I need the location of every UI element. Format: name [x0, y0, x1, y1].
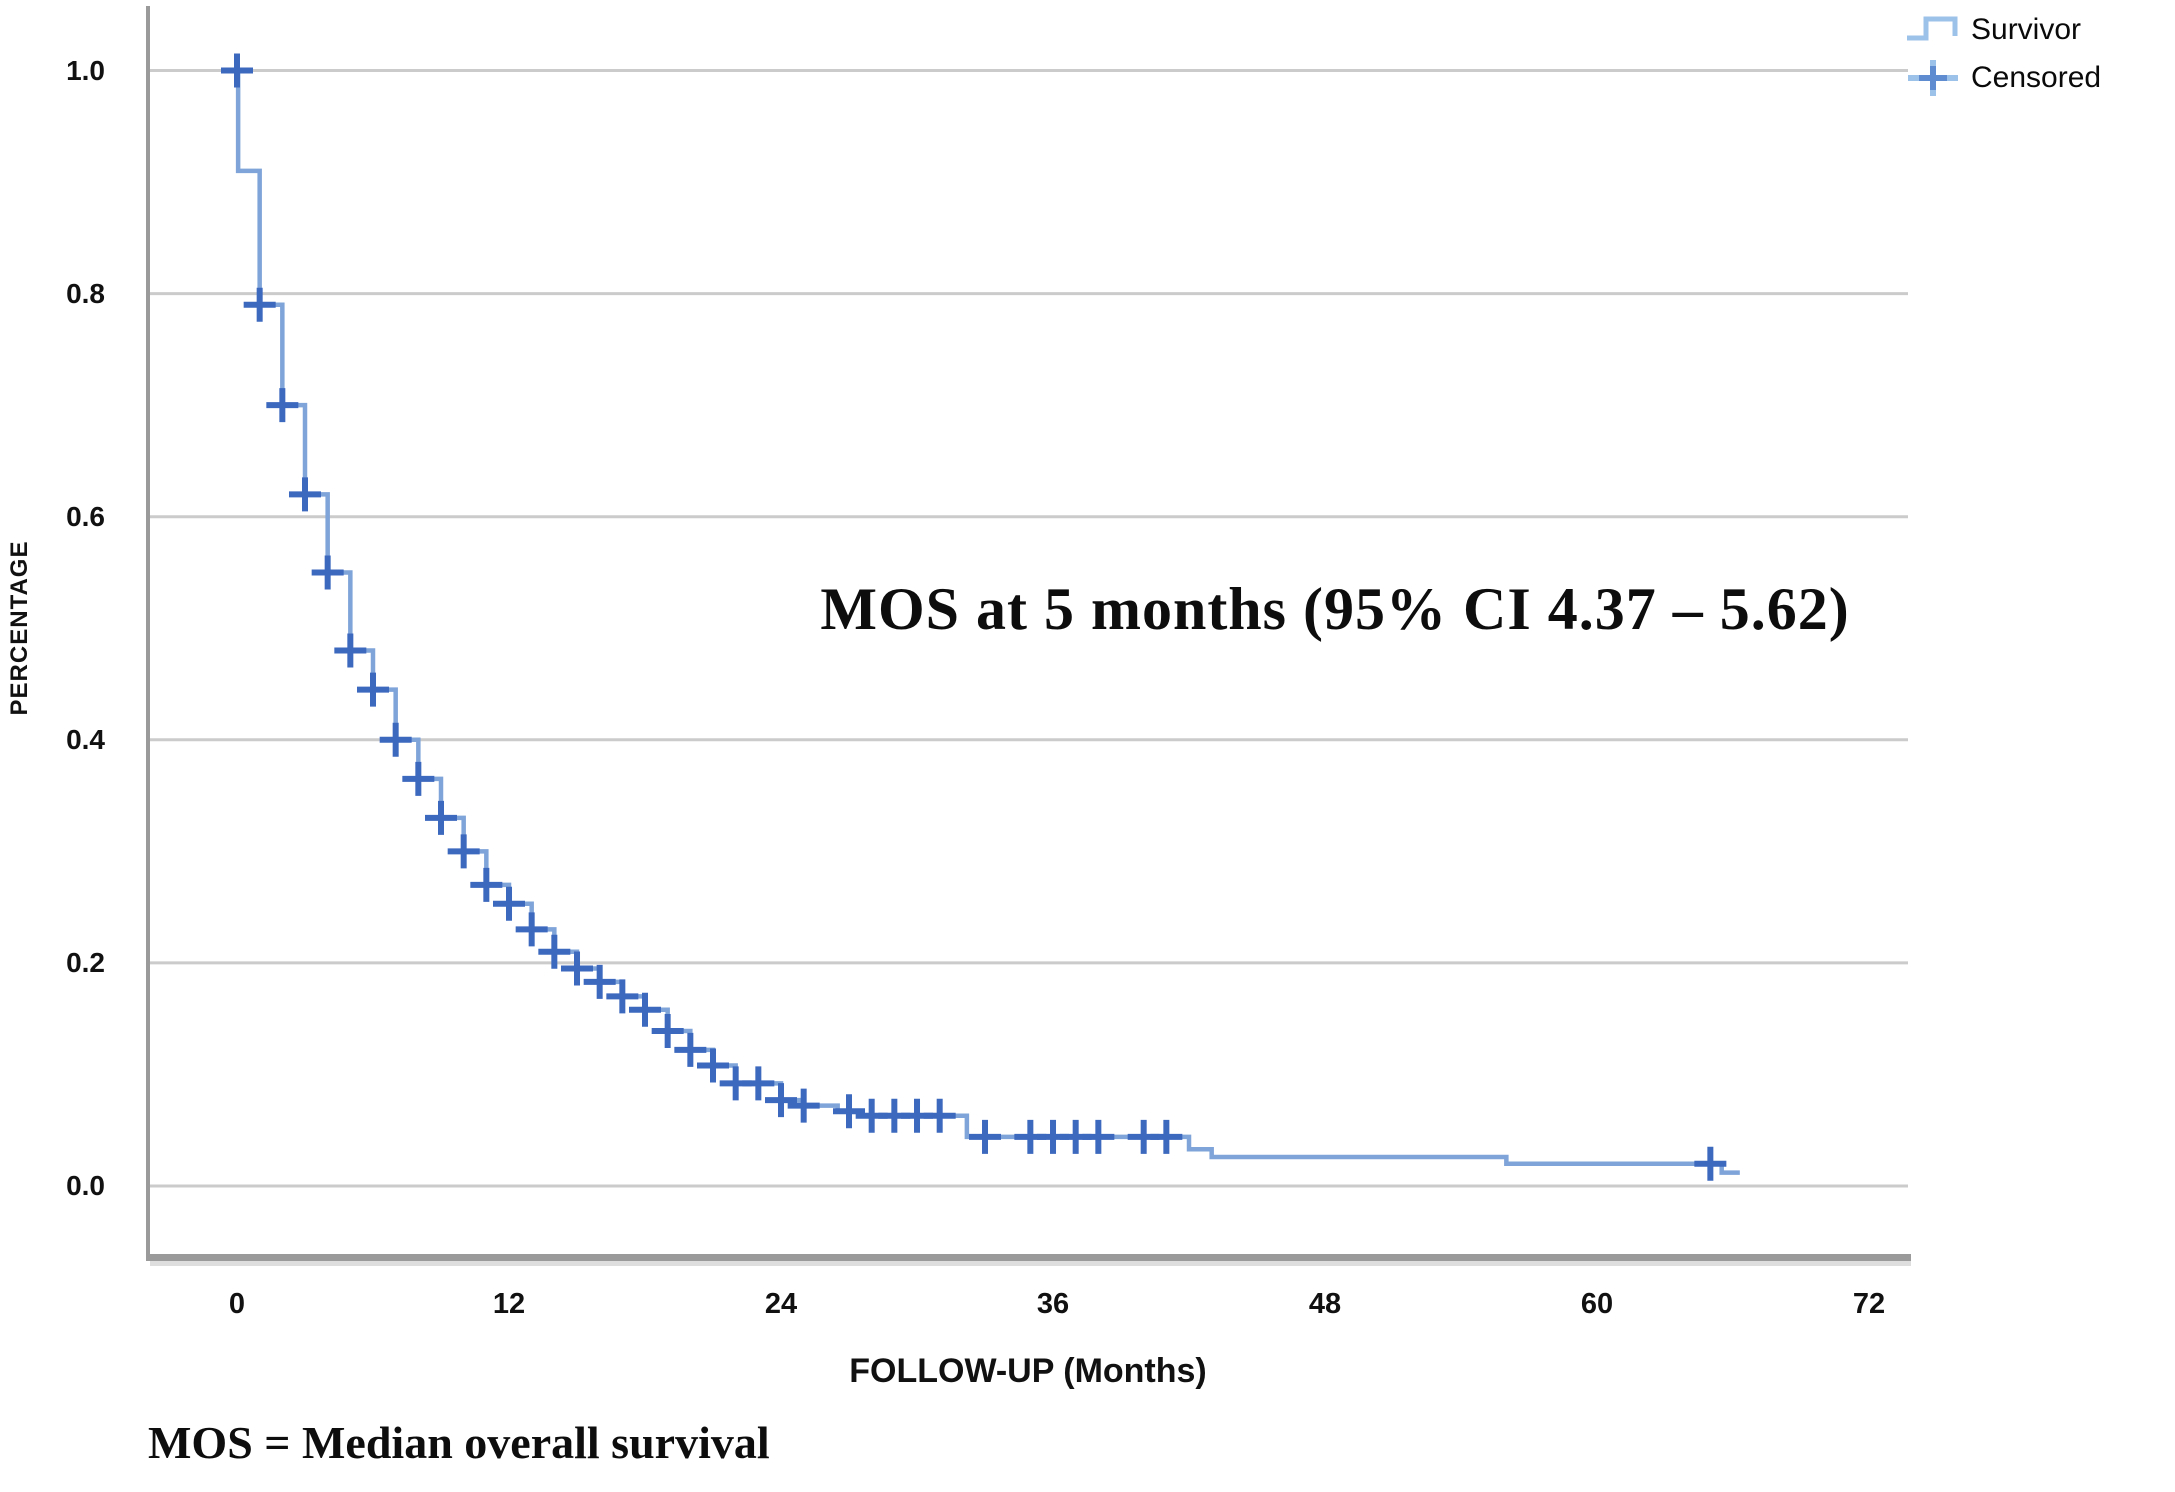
x-tick-label: 12 [492, 1288, 526, 1320]
x-axis-shadow [150, 1261, 1911, 1266]
x-tick-label: 24 [764, 1288, 798, 1320]
y-tick-label: 0.2 [66, 946, 105, 978]
censor-mark [697, 1048, 730, 1083]
censor-mark [606, 979, 639, 1014]
censor-mark [1082, 1119, 1115, 1154]
legend-item-censored: Censored [1905, 54, 2101, 102]
censor-mark [538, 934, 571, 969]
censor-mark [515, 912, 548, 947]
censor-mark [357, 672, 390, 707]
censor-mark [765, 1083, 798, 1118]
censor-mark [266, 388, 299, 423]
x-tick-label: 36 [1036, 1288, 1070, 1320]
censor-mark [379, 722, 412, 757]
y-tick-label: 1.0 [66, 54, 105, 86]
x-tick-label: 72 [1852, 1288, 1886, 1320]
censor-mark [493, 886, 526, 921]
censor-mark [583, 964, 616, 999]
median-survival-annotation: MOS at 5 months (95% CI 4.37 – 5.62) [820, 576, 1850, 642]
x-axis-title: FOLLOW-UP (Months) [849, 1352, 1207, 1390]
censor-mark [425, 800, 458, 835]
censor-mark [221, 53, 253, 88]
x-tick-label: 48 [1308, 1288, 1342, 1320]
censor-mark [674, 1032, 707, 1067]
censor-mark [447, 834, 480, 869]
censor-mark [969, 1119, 1002, 1154]
censor-mark [651, 1013, 684, 1048]
censor-mark [629, 992, 662, 1027]
y-axis-title: PERCENTAGE [6, 540, 33, 716]
x-axis-line [146, 1254, 1911, 1261]
abbreviation-footnote: MOS = Median overall survival [148, 1417, 770, 1468]
censor-mark [289, 477, 322, 512]
censor-mark [833, 1094, 866, 1129]
x-tick-label: 0 [228, 1288, 246, 1320]
censor-mark [243, 287, 276, 322]
censor-mark [742, 1066, 775, 1101]
y-tick-label: 0.6 [66, 500, 105, 532]
censor-mark [470, 867, 503, 902]
censor-mark [1694, 1146, 1727, 1181]
censor-mark [923, 1098, 956, 1133]
legend: Survivor Censored [1905, 6, 2101, 102]
legend-label-censored: Censored [1971, 61, 2102, 94]
legend-label-survivor: Survivor [1971, 13, 2082, 46]
survivor-step-line-icon [1907, 16, 1958, 41]
y-tick-label: 0.8 [66, 277, 105, 309]
y-tick-label: 0.0 [66, 1170, 105, 1201]
censored-plus-icon [1908, 60, 1958, 96]
x-tick-label: 60 [1580, 1288, 1614, 1320]
censor-mark [334, 633, 367, 668]
legend-item-survivor: Survivor [1905, 6, 2101, 54]
censor-mark [311, 555, 344, 590]
y-tick-label: 0.4 [66, 723, 105, 755]
censor-mark [1150, 1119, 1183, 1154]
censor-mark [561, 951, 594, 986]
censor-mark [402, 761, 435, 796]
censor-mark [787, 1088, 820, 1123]
